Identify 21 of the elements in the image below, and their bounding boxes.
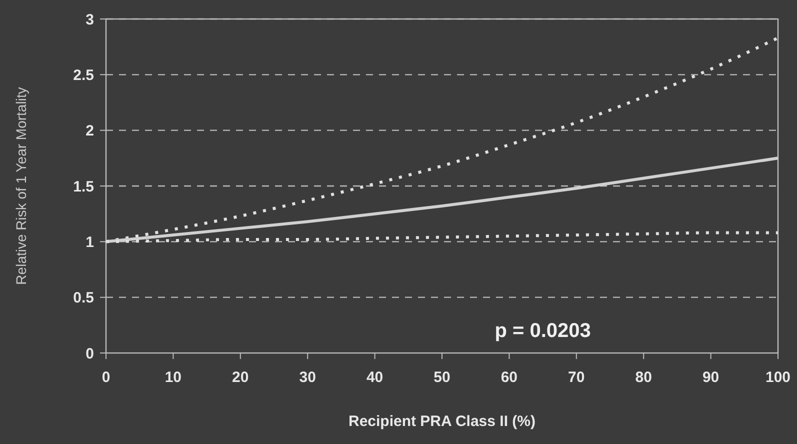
x-tick-label: 40: [366, 369, 384, 386]
x-tick-label: 30: [299, 369, 316, 386]
x-tick-label: 0: [102, 369, 110, 386]
x-tick-label: 80: [635, 369, 652, 386]
x-tick-label: 100: [765, 369, 791, 386]
y-tick-label: 0.5: [73, 290, 94, 307]
x-tick-label: 50: [434, 369, 450, 386]
x-tick-label: 90: [702, 369, 720, 386]
y-tick-label: 0: [86, 345, 94, 362]
annotation: p = 0.0203: [494, 320, 591, 342]
x-axis-title: Recipient PRA Class II (%): [348, 413, 536, 430]
y-tick-label: 1: [86, 234, 94, 251]
y-tick-label: 2: [86, 122, 94, 140]
x-tick-label: 10: [164, 369, 182, 386]
x-tick-label: 60: [500, 369, 518, 386]
x-tick-label: 70: [568, 369, 585, 386]
x-tick-label: 20: [232, 369, 249, 386]
y-tick-label: 2.5: [73, 66, 94, 84]
y-tick-label: 3: [86, 11, 94, 28]
y-tick-label: 1.5: [73, 178, 94, 196]
y-axis-title: Relative Risk of 1 Year Mortality: [13, 87, 29, 285]
